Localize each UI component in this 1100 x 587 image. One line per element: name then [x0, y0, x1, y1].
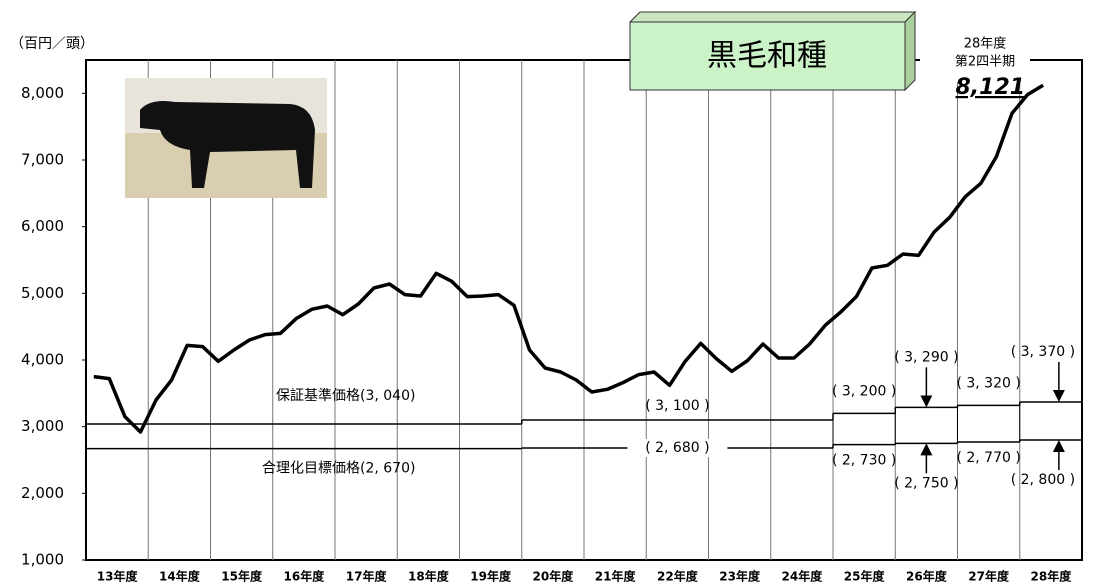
y-tick-label: 2,000: [21, 484, 64, 502]
x-tick-label: 16年度: [284, 569, 326, 584]
label-bg: [627, 439, 728, 457]
x-tick-label: 19年度: [470, 569, 512, 584]
value-label: ( 3, 100 ): [645, 398, 709, 414]
annotation-bg: [920, 34, 1030, 82]
annotation: 第2四半期: [955, 55, 1015, 70]
y-tick-label: 1,000: [21, 551, 64, 569]
value-label: ( 2, 750 ): [894, 475, 958, 491]
x-tick-label: 15年度: [221, 569, 263, 584]
value-label: (2, 670): [360, 461, 415, 477]
x-tick-label: 25年度: [844, 569, 886, 584]
x-tick-label: 21年度: [595, 569, 637, 584]
y-unit: （百円／頭）: [10, 36, 94, 52]
value-label: (3, 040): [360, 388, 415, 404]
value-label: ( 3, 200 ): [832, 383, 896, 399]
annotation: 28年度: [964, 36, 1007, 52]
title-box: 黒毛和種: [628, 10, 917, 92]
value-label: ( 2, 730 ): [832, 453, 896, 469]
x-tick-label: 14年度: [159, 569, 201, 584]
y-tick-label: 7,000: [21, 151, 64, 169]
x-tick-label: 18年度: [408, 569, 450, 584]
x-tick-label: 20年度: [533, 569, 575, 584]
x-tick-label: 24年度: [782, 569, 824, 584]
x-tick-label: 22年度: [657, 569, 699, 584]
x-tick-label: 13年度: [97, 569, 139, 584]
price-curve: [93, 83, 1044, 434]
x-tick-label: 28年度: [1031, 569, 1073, 584]
x-tick-label: 26年度: [906, 569, 948, 584]
y-tick-label: 8,000: [21, 84, 64, 102]
x-tick-label: 23年度: [719, 569, 761, 584]
y-tick-label: 3,000: [21, 417, 64, 435]
cow-photo: [125, 78, 327, 198]
series-name: 合理化目標価格: [262, 461, 360, 477]
y-tick-label: 4,000: [21, 351, 64, 369]
value-label: ( 2, 770 ): [956, 450, 1020, 466]
x-tick-label: 17年度: [346, 569, 388, 584]
y-tick-label: 6,000: [21, 217, 64, 235]
value-label: 8,121: [956, 75, 1026, 100]
series-name: 保証基準価格: [276, 387, 360, 404]
chart-title: 黒毛和種: [707, 39, 827, 74]
value-label: ( 3, 320 ): [956, 375, 1020, 391]
value-label: ( 3, 370 ): [1011, 344, 1075, 360]
value-label: ( 2, 800 ): [1011, 472, 1075, 488]
x-tick-label: 27年度: [968, 569, 1010, 584]
y-tick-label: 5,000: [21, 284, 64, 302]
value-label: ( 2, 680 ): [645, 440, 709, 456]
value-label: ( 3, 290 ): [894, 349, 958, 365]
